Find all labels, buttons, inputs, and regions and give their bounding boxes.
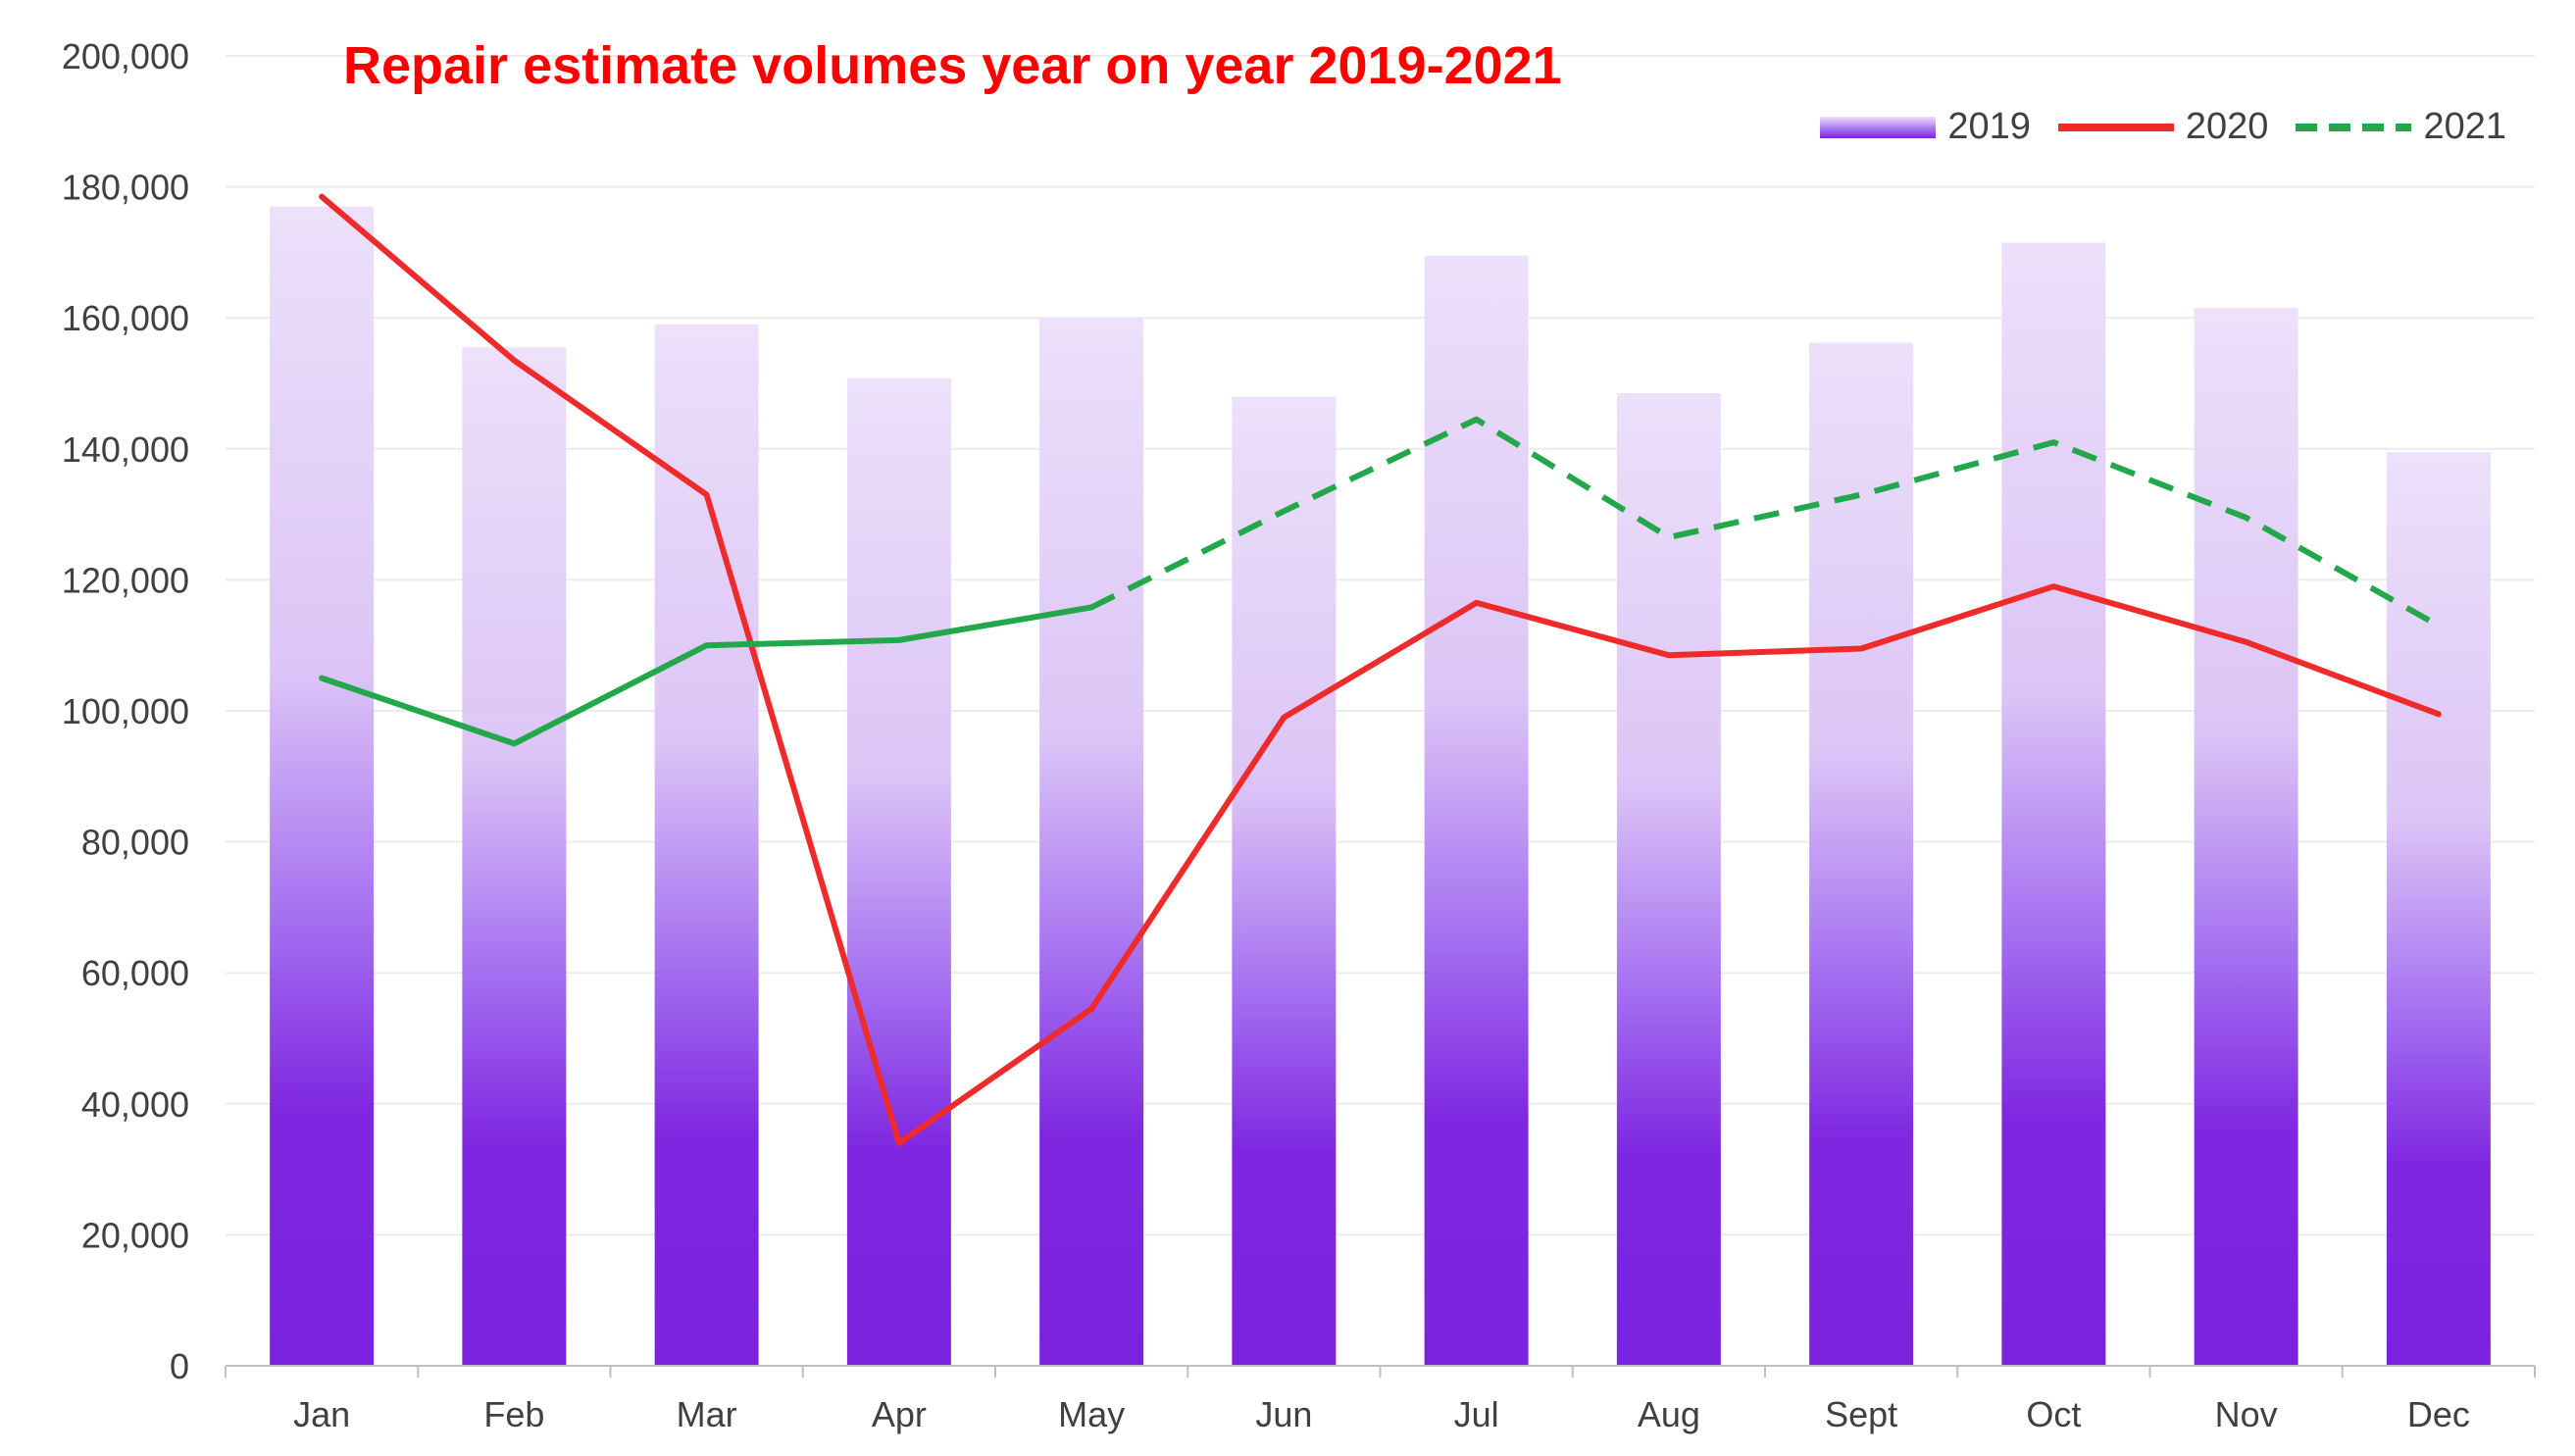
bar-2019	[462, 347, 567, 1366]
legend-swatch-2021	[2296, 123, 2412, 131]
bar-2019	[2001, 242, 2106, 1366]
x-tick-label: Apr	[872, 1394, 927, 1434]
bar-2019	[2194, 308, 2298, 1367]
bars-2019	[270, 206, 2491, 1367]
legend: 2019 2020 2021	[1820, 106, 2506, 148]
x-tick-label: Dec	[2407, 1394, 2470, 1434]
y-tick-label: 120,000	[62, 560, 189, 600]
y-tick-label: 20,000	[81, 1215, 189, 1255]
x-tick-label: Aug	[1638, 1394, 1700, 1434]
legend-label-2019: 2019	[1947, 106, 2031, 147]
legend-swatch-2019	[1820, 116, 1937, 138]
y-tick-label: 100,000	[62, 691, 189, 731]
bar-2019	[1809, 342, 1914, 1367]
legend-label-2021: 2021	[2423, 106, 2506, 147]
x-tick-label: Mar	[677, 1394, 737, 1434]
y-tick-label: 160,000	[62, 298, 189, 338]
bar-2019	[654, 324, 759, 1366]
y-tick-label: 80,000	[81, 823, 189, 863]
legend-item-2021: 2021	[2296, 106, 2506, 148]
x-tick-label: Jan	[293, 1394, 350, 1434]
y-tick-label: 0	[170, 1346, 189, 1386]
x-tick-label: Sept	[1825, 1394, 1897, 1434]
y-tick-label: 40,000	[81, 1084, 189, 1125]
chart-title: Repair estimate volumes year on year 201…	[343, 36, 1562, 95]
legend-label-2020: 2020	[2185, 106, 2269, 147]
legend-item-2020: 2020	[2057, 106, 2269, 148]
line-2020	[319, 193, 2442, 1146]
bar-2019	[1616, 393, 1721, 1366]
x-tick-label: Nov	[2215, 1394, 2278, 1434]
bar-2019	[2386, 452, 2491, 1366]
x-tick-label: Feb	[483, 1394, 544, 1434]
x-tick-label: Jun	[1255, 1394, 1312, 1434]
line-2021-dashed	[1089, 416, 2441, 628]
legend-swatch-2020	[2057, 123, 2174, 131]
x-tick-label: Oct	[2026, 1394, 2081, 1434]
legend-item-2019: 2019	[1820, 106, 2031, 148]
x-tick-label: Jul	[1454, 1394, 1499, 1434]
y-tick-label: 140,000	[62, 429, 189, 470]
bar-2019	[1232, 396, 1337, 1366]
line-2021-solid	[319, 604, 1095, 747]
bar-2019	[270, 206, 375, 1366]
axes: 0 20,000 40,000 60,000 80,000 100,000 120,000 1…	[62, 36, 2536, 1434]
y-tick-label: 180,000	[62, 168, 189, 208]
bar-2019	[1039, 318, 1144, 1367]
gridlines	[226, 55, 2535, 1236]
y-tick-label: 60,000	[81, 953, 189, 993]
x-tick-label: May	[1058, 1394, 1125, 1434]
y-tick-label: 200,000	[62, 36, 189, 76]
lines	[319, 193, 2442, 1146]
bar-2019	[846, 377, 951, 1366]
